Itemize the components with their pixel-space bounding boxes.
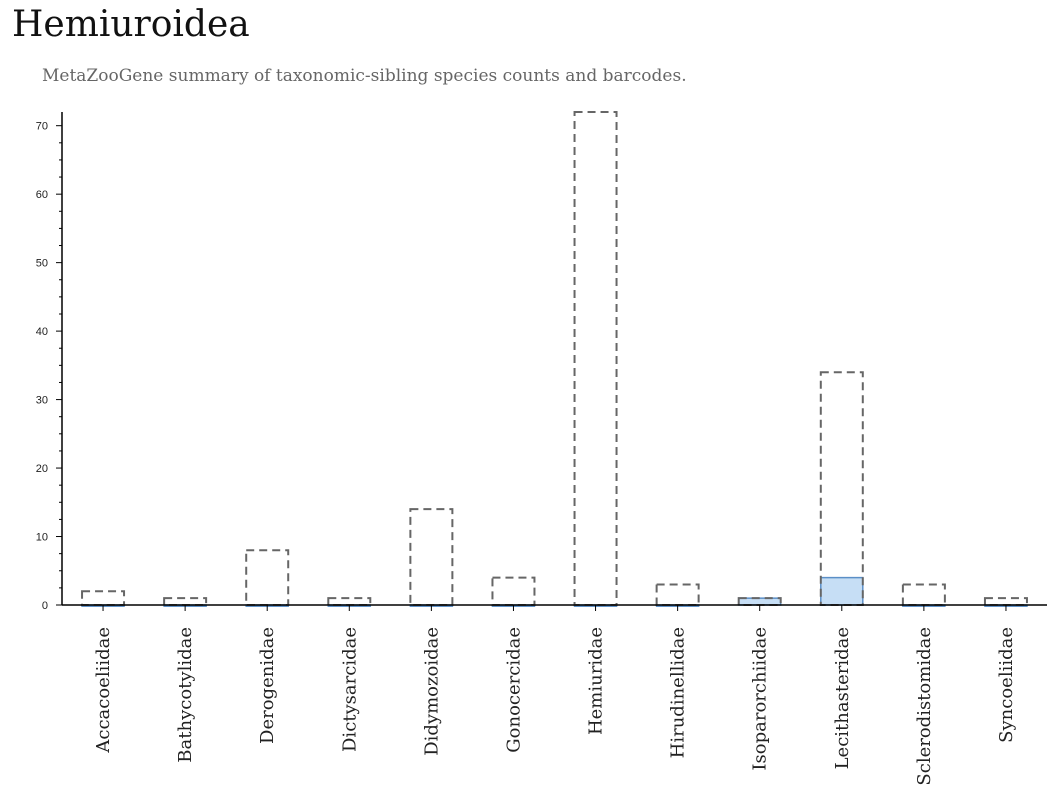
species-count-bar xyxy=(327,597,372,606)
species-count-bar xyxy=(491,576,536,606)
x-tick-label: Gonocercidae xyxy=(503,627,524,753)
x-tick-label: Isoparorchiidae xyxy=(750,627,771,771)
x-tick-label: Hemiuridae xyxy=(586,627,607,735)
x-tick-label: Lecithasteridae xyxy=(832,627,853,769)
species-count-bar xyxy=(245,549,290,607)
x-tick-label: Syncoeliidae xyxy=(996,627,1017,743)
y-tick-label: 30 xyxy=(36,395,48,407)
x-tick-label: Sclerodistomidae xyxy=(914,627,935,786)
y-tick-label: 0 xyxy=(42,600,48,612)
barcode-bar xyxy=(820,576,864,606)
species-count-bar xyxy=(655,583,700,606)
y-tick-label: 70 xyxy=(36,121,48,133)
species-count-bar xyxy=(81,590,126,606)
species-count-bar xyxy=(819,371,864,607)
x-tick-label: Accacoeliidae xyxy=(93,627,114,754)
y-tick-label: 20 xyxy=(36,463,48,475)
x-tick-label: Didymozoidae xyxy=(421,627,442,756)
x-tick-label: Bathycotylidae xyxy=(175,627,196,763)
x-tick-label: Dictysarcidae xyxy=(339,627,360,752)
x-tick-label: Derogenidae xyxy=(257,627,278,744)
species-count-bar xyxy=(163,597,208,606)
species-count-bar xyxy=(573,111,618,606)
y-tick-label: 60 xyxy=(36,189,48,201)
bars-layer xyxy=(81,111,1028,607)
species-count-bar xyxy=(983,597,1028,606)
species-count-bar xyxy=(409,508,454,606)
y-tick-label: 10 xyxy=(36,532,48,544)
x-tick-label: Hirudinellidae xyxy=(668,627,689,758)
x-axis: Accacoeliidae Bathycotylidae Derogenidae Di… xyxy=(62,604,1047,786)
chart-title: Hemiuroidea xyxy=(12,4,250,45)
species-count-bar xyxy=(901,583,946,606)
chart-subtitle: MetaZooGene summary of taxonomic-sibling… xyxy=(42,66,687,86)
y-tick-label: 50 xyxy=(36,258,48,270)
y-axis: 0 10 20 30 40 50 60 70 xyxy=(36,112,63,612)
y-tick-label: 40 xyxy=(36,326,48,338)
barcode-bar xyxy=(737,597,782,606)
